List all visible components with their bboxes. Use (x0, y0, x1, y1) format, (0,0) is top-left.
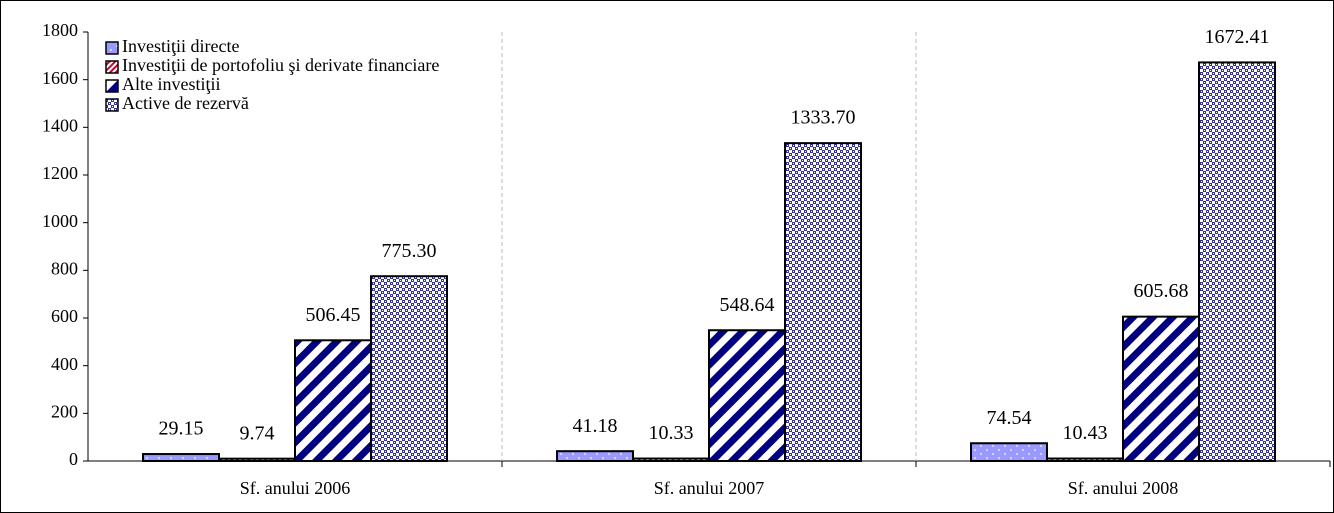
legend-swatch (105, 41, 119, 55)
y-tick-label: 1400 (42, 115, 78, 135)
legend-label: Investiţii directe (122, 36, 239, 56)
y-tick-label: 400 (51, 354, 78, 374)
y-tick-label: 0 (69, 449, 78, 469)
data-label: 1333.70 (791, 107, 856, 129)
bar (970, 442, 1048, 462)
legend-label: Active de rezervă (122, 93, 249, 113)
legend-label: Investiţii de portofoliu şi derivate fin… (122, 55, 439, 75)
legend-swatch (105, 98, 119, 112)
y-tick-label: 800 (51, 258, 78, 278)
bar (294, 339, 372, 462)
data-label: 10.33 (649, 422, 694, 444)
data-label: 29.15 (159, 418, 204, 440)
bar (556, 450, 634, 462)
y-tick-label: 600 (51, 306, 78, 326)
bar (1122, 315, 1200, 462)
data-label: 1672.41 (1205, 26, 1270, 48)
y-tick-label: 1800 (42, 20, 78, 40)
bar (1046, 457, 1124, 463)
bar (370, 275, 448, 462)
x-tick-label: Sf. anului 2008 (1068, 478, 1179, 498)
data-label: 506.45 (306, 304, 361, 326)
data-label: 74.54 (987, 407, 1032, 429)
x-tick-label: Sf. anului 2007 (654, 478, 765, 498)
data-label: 775.30 (382, 240, 437, 262)
y-tick-label: 200 (51, 401, 78, 421)
data-label: 548.64 (720, 294, 775, 316)
data-label: 605.68 (1134, 280, 1189, 302)
bar (708, 329, 786, 463)
bar (218, 457, 296, 462)
bar (784, 142, 862, 462)
data-label: 41.18 (573, 415, 618, 437)
y-tick-label: 1000 (42, 211, 78, 231)
legend-swatch (105, 60, 119, 74)
bar (1198, 61, 1276, 463)
x-tick-label: Sf. anului 2006 (240, 478, 351, 498)
legend-swatch (105, 79, 119, 93)
legend-label: Alte investiţii (122, 74, 221, 94)
y-tick-label: 1200 (42, 163, 78, 183)
bar (632, 457, 710, 463)
data-label: 9.74 (240, 422, 275, 444)
data-label: 10.43 (1063, 422, 1108, 444)
bar (142, 453, 220, 462)
y-tick-label: 1600 (42, 68, 78, 88)
